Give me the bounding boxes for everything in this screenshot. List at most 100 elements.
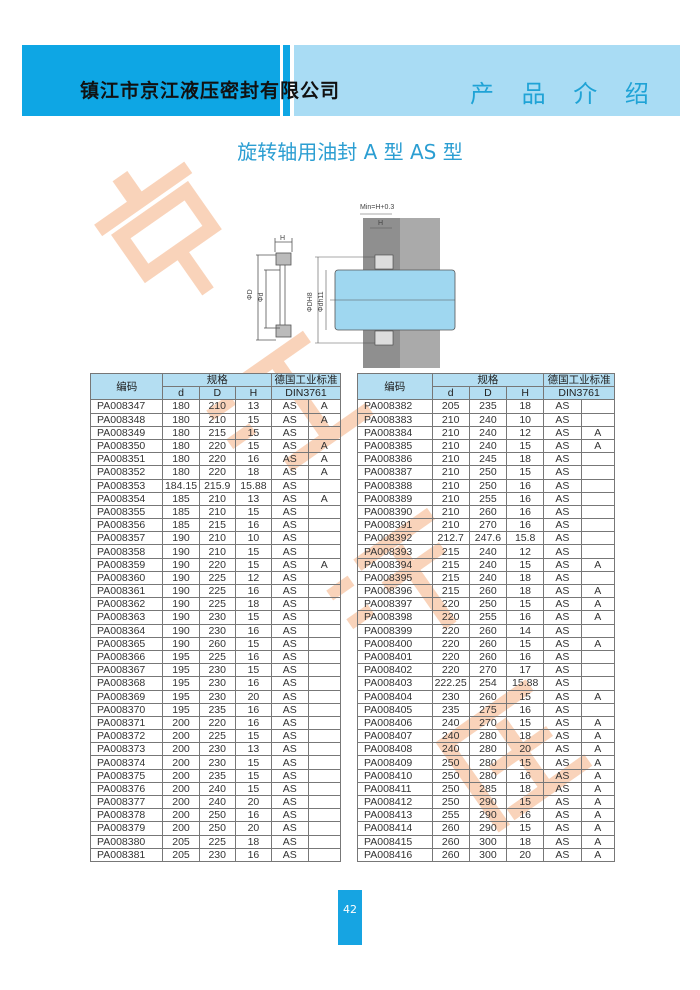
cell-d: 190	[162, 636, 200, 651]
cell-D: 240	[198, 781, 236, 797]
table-row: PA008394 215 240 15 AS A	[357, 557, 616, 572]
table-row: PA008390 210 260 16 AS	[357, 504, 616, 520]
cell-type-as: AS	[543, 729, 582, 744]
cell-code: PA008355	[89, 504, 164, 520]
table-row: PA008407 240 280 18 AS A	[357, 729, 616, 744]
cell-type-as: AS	[543, 808, 582, 823]
table-row: PA008391 210 270 16 AS	[357, 518, 616, 533]
cell-d: 200	[162, 808, 200, 823]
cell-code: PA008359	[89, 557, 164, 572]
cell-type-as: AS	[543, 781, 582, 797]
min-label: Min=H+0.3	[360, 204, 394, 211]
cell-H: 16	[234, 452, 273, 467]
cell-D: 270	[468, 715, 508, 731]
col-header-spec: 规格	[431, 372, 545, 388]
table-row: PA008389 210 255 16 AS	[357, 491, 616, 506]
cell-type-a	[307, 597, 341, 612]
cell-D: 250	[468, 478, 508, 493]
cell-code: PA008416	[357, 847, 433, 862]
cell-H: 12	[506, 544, 545, 559]
cell-D: 225	[198, 834, 236, 849]
cell-H: 18	[234, 597, 273, 612]
cell-d: 205	[162, 847, 200, 862]
cell-d: 190	[162, 597, 200, 612]
cell-type-as: AS	[543, 412, 582, 427]
cell-code: PA008395	[357, 570, 433, 586]
cell-type-as: AS	[543, 702, 582, 717]
cell-D: 215	[198, 518, 236, 533]
cell-type-a: A	[580, 768, 616, 783]
cell-type-a	[307, 847, 341, 862]
cell-D: 300	[468, 834, 508, 849]
cell-type-as: AS	[271, 491, 309, 506]
cell-d: 215	[431, 583, 470, 599]
cell-type-as: AS	[271, 452, 309, 467]
cell-H: 16	[506, 610, 545, 625]
cell-D: 250	[198, 821, 236, 836]
cell-H: 12	[234, 570, 273, 586]
cell-H: 16	[234, 702, 273, 717]
cell-d: 195	[162, 676, 200, 691]
col-header-D: D	[198, 386, 236, 401]
cell-d: 180	[162, 425, 200, 440]
cell-type-a: A	[580, 597, 616, 612]
cell-H: 18	[506, 834, 545, 849]
cell-type-a: A	[580, 755, 616, 770]
table-row: PA008375 200 235 15 AS	[89, 768, 341, 783]
cell-code: PA008409	[357, 755, 433, 770]
table-row: PA008386 210 245 18 AS	[357, 452, 616, 467]
col-header-standard: 德国工业标准	[543, 372, 615, 388]
cell-D: 225	[198, 729, 236, 744]
table-row: PA008373 200 230 13 AS	[89, 742, 341, 757]
table-row: PA008405 235 275 16 AS	[357, 702, 616, 717]
cell-type-as: AS	[543, 583, 582, 599]
cell-d: 200	[162, 781, 200, 797]
cell-d: 260	[431, 834, 470, 849]
cell-type-as: AS	[271, 663, 309, 678]
cell-code: PA008371	[89, 715, 164, 731]
cell-type-as: AS	[543, 452, 582, 467]
cell-H: 16	[506, 518, 545, 533]
cell-H: 15	[506, 755, 545, 770]
cell-D: 254	[468, 676, 508, 691]
table-row: PA008363 190 230 15 AS	[89, 610, 341, 625]
header-band-stripe	[283, 45, 290, 116]
watermark-glyph-1	[94, 161, 222, 296]
cell-code: PA008385	[357, 438, 433, 454]
cell-type-as: AS	[271, 649, 309, 665]
cell-D: 235	[198, 768, 236, 783]
cell-D: 210	[198, 544, 236, 559]
cell-type-as: AS	[543, 610, 582, 625]
cell-D: 230	[198, 689, 236, 704]
cell-H: 16	[506, 768, 545, 783]
cell-d: 215	[431, 570, 470, 586]
cell-type-a	[580, 676, 616, 691]
cell-code: PA008381	[89, 847, 164, 862]
table-row: PA008367 195 230 15 AS	[89, 663, 341, 678]
cell-H: 15	[506, 715, 545, 731]
cell-code: PA008398	[357, 610, 433, 625]
table-row: PA008388 210 250 16 AS	[357, 478, 616, 493]
cell-code: PA008379	[89, 821, 164, 836]
cell-type-a	[307, 729, 341, 744]
cell-d: 210	[431, 452, 470, 467]
cell-d: 185	[162, 518, 200, 533]
table-row: PA008414 260 290 15 AS A	[357, 821, 616, 836]
cell-type-as: AS	[271, 425, 309, 440]
cell-type-as: AS	[543, 794, 582, 810]
cell-H: 15.8	[506, 531, 545, 546]
cell-type-as: AS	[543, 570, 582, 586]
cell-code: PA008351	[89, 452, 164, 467]
cell-D: 275	[468, 702, 508, 717]
table-row: PA008376 200 240 15 AS	[89, 781, 341, 797]
cell-type-a: A	[307, 557, 341, 572]
table-row: PA008404 230 260 15 AS A	[357, 689, 616, 704]
cell-H: 15.88	[506, 676, 545, 691]
cell-type-as: AS	[271, 689, 309, 704]
table-row: PA008350 180 220 15 AS A	[89, 438, 341, 454]
cell-D: 225	[198, 583, 236, 599]
table-row: PA008356 185 215 16 AS	[89, 518, 341, 533]
cell-type-as: AS	[271, 676, 309, 691]
col-header-din: DIN3761	[271, 386, 341, 401]
table-row: PA008357 190 210 10 AS	[89, 531, 341, 546]
